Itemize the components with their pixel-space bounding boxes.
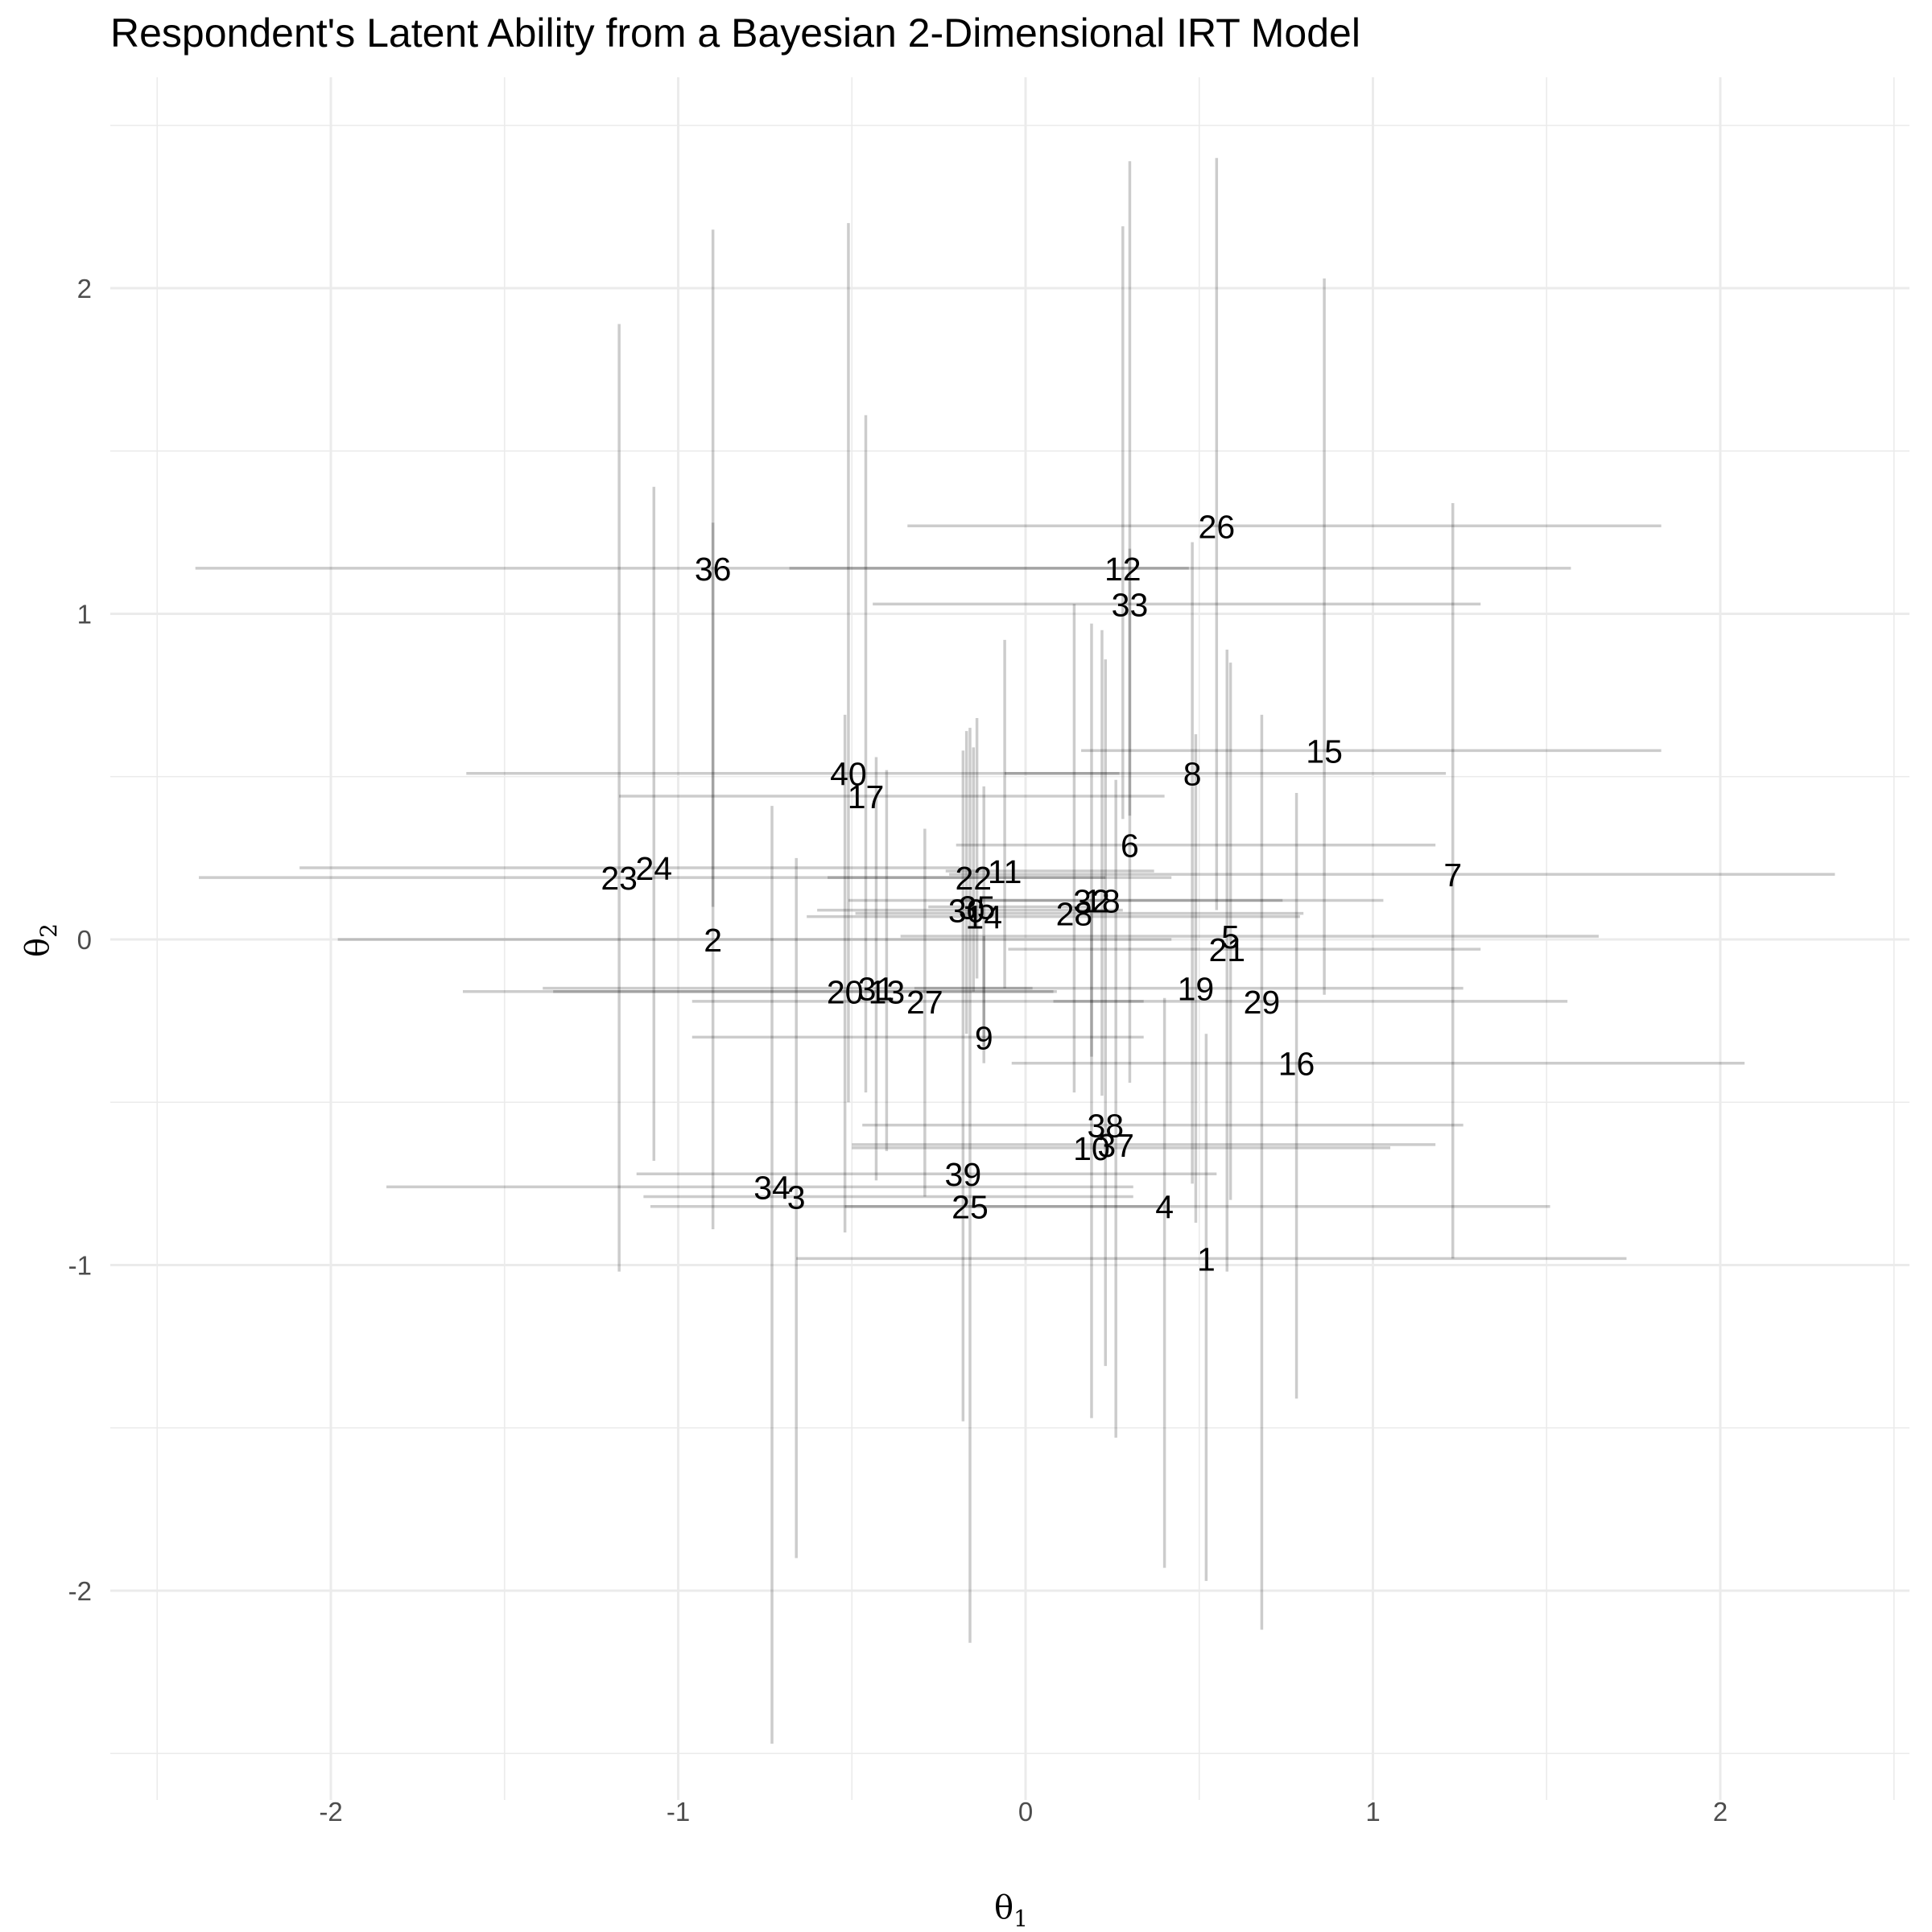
respondent-label: 20 [827, 974, 864, 1011]
respondent-label: 28 [1056, 896, 1093, 933]
x-tick-label: 2 [1713, 1797, 1728, 1827]
x-tick-label: 0 [1018, 1797, 1033, 1827]
chart-title: Respondent's Latent Ability from a Bayes… [110, 10, 1360, 56]
y-tick-label: 2 [77, 274, 92, 303]
respondent-label: 12 [1104, 551, 1141, 588]
respondent-label: 33 [1112, 586, 1149, 623]
respondent-label: 4 [1155, 1189, 1174, 1226]
x-tick-label: 1 [1365, 1797, 1380, 1827]
y-axis-title-main: θ [19, 938, 56, 957]
respondent-label: 36 [695, 551, 732, 588]
point-labels: 123 4567891011121314151617181920212223242… [601, 508, 1462, 1278]
error-bars [195, 158, 1835, 1744]
x-axis-title-main: θ [994, 1889, 1013, 1926]
respondent-label: 38 [1087, 1108, 1124, 1145]
respondent-label: 10 [1073, 1130, 1110, 1167]
respondent-label: 26 [1199, 508, 1236, 545]
y-tick-label: 0 [77, 925, 92, 955]
respondent-label: 1 [1197, 1241, 1216, 1278]
respondent-label: 40 [830, 756, 867, 793]
respondent-label: 11 [988, 853, 1022, 890]
respondent-label: 29 [1244, 984, 1281, 1021]
respondent-label: 22 [955, 860, 992, 897]
respondent-label: 17 [848, 778, 885, 815]
respondent-label: 13 [869, 974, 906, 1011]
y-tick-label: -1 [68, 1251, 92, 1281]
y-axis-title-sub: 2 [35, 923, 62, 938]
x-tick-label: -2 [319, 1797, 342, 1827]
respondent-label: 19 [1178, 971, 1215, 1008]
respondent-label: 7 [1443, 857, 1462, 894]
respondent-label: 16 [1278, 1046, 1315, 1083]
respondent-label: 30 [948, 893, 985, 930]
y-axis-title: θ2 [19, 923, 62, 957]
respondent-label: 9 [975, 1019, 993, 1056]
respondent-label: 2 [704, 922, 722, 959]
respondent-label: 23 [601, 860, 638, 897]
y-tick-label: -2 [68, 1576, 92, 1606]
respondent-label: 34 [753, 1169, 791, 1206]
x-tick-label: -1 [667, 1797, 690, 1827]
respondent-label: 25 [952, 1189, 989, 1226]
respondent-label: 15 [1306, 733, 1343, 770]
respondent-label: 37 [1097, 1127, 1134, 1164]
respondent-label: 24 [635, 850, 672, 887]
respondent-label: 21 [1208, 931, 1245, 968]
respondent-label: 3 [787, 1179, 806, 1216]
gridlines [110, 77, 1909, 1800]
respondent-label: 5 [1221, 919, 1240, 956]
respondent-label: 6 [1121, 828, 1139, 865]
respondent-label: 14 [965, 899, 1002, 936]
x-axis-title: θ1 [994, 1889, 1028, 1932]
respondent-label: 32 [1073, 882, 1110, 919]
respondent-label: 18 [1084, 882, 1121, 919]
respondent-label: 31 [858, 971, 895, 1008]
y-tick-label: 1 [77, 600, 92, 630]
x-axis-title-sub: 1 [1013, 1905, 1028, 1932]
respondent-label: 39 [945, 1156, 982, 1193]
respondent-label: 8 [1183, 756, 1202, 793]
respondent-label: 35 [959, 890, 996, 927]
respondent-label: 27 [906, 984, 943, 1021]
